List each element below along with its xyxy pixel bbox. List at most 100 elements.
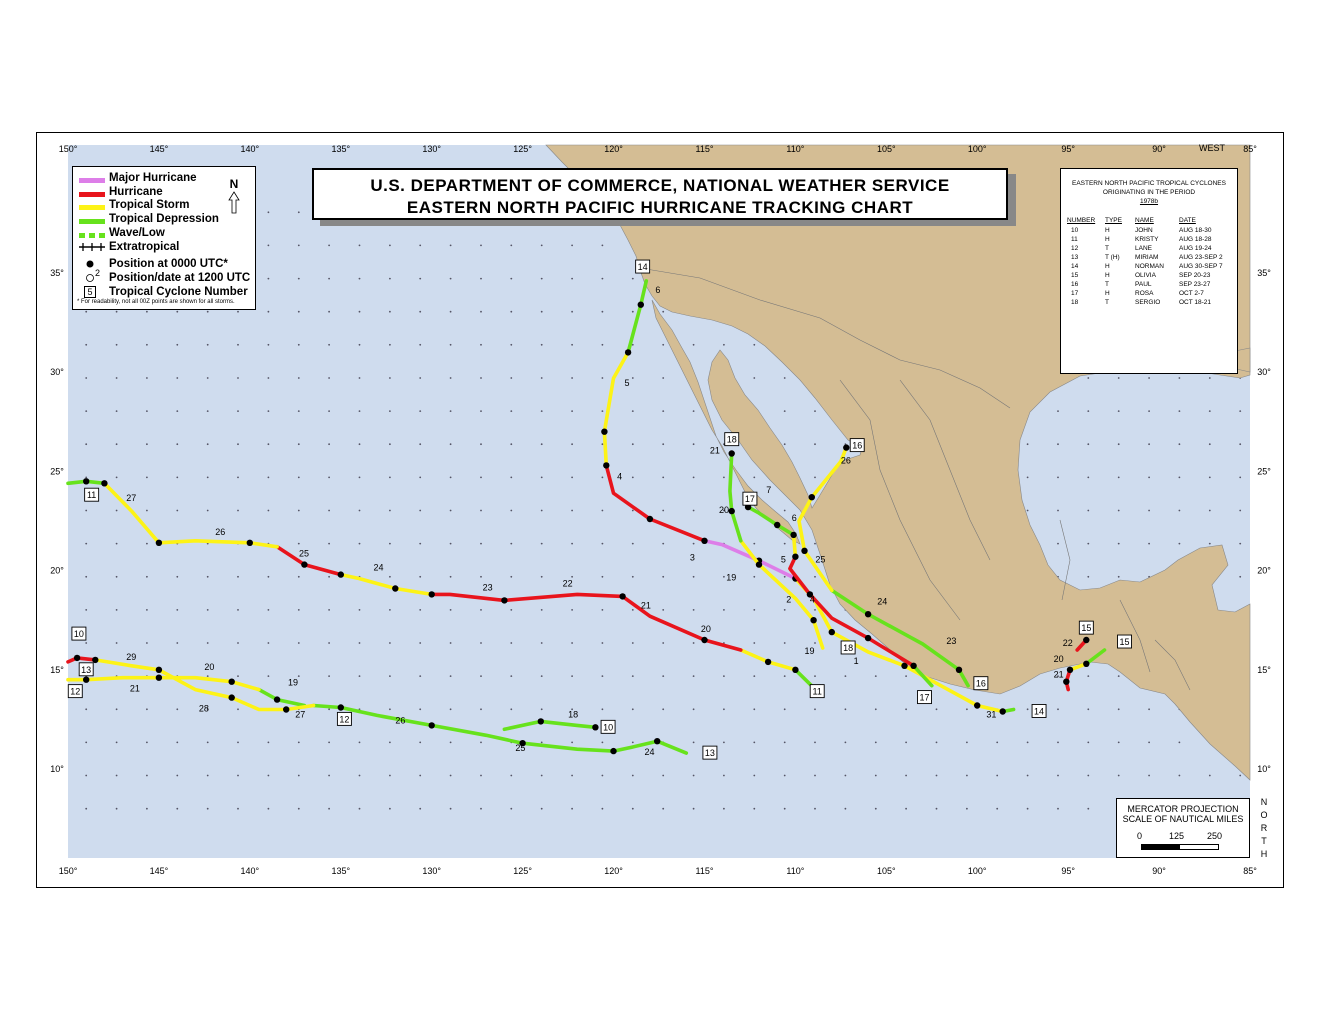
- grid-dot: [1208, 542, 1211, 545]
- grid-dot: [389, 509, 391, 512]
- legend-footnote: * For readability, not all 00Z points ar…: [77, 299, 235, 305]
- grid-dot: [85, 476, 88, 479]
- grid-dot: [480, 675, 482, 677]
- grid-dot: [267, 741, 270, 744]
- storm-14-track-tropical_storm: [602, 350, 630, 468]
- date-label: 21: [641, 600, 651, 610]
- table-cell: KRISTY: [1135, 236, 1159, 243]
- table-row: 18 T SERGIO OCT 18-21: [1067, 299, 1233, 308]
- cyclone-number-sample: 5: [84, 286, 96, 298]
- grid-dot: [571, 708, 573, 711]
- grid-dot: [1148, 443, 1150, 446]
- grid-dot: [206, 377, 209, 379]
- grid-dot: [115, 642, 118, 644]
- grid-dot: [601, 310, 604, 313]
- grid-dot: [1117, 410, 1120, 412]
- position-0000-dot: [501, 597, 508, 604]
- grid-dot: [1087, 774, 1090, 777]
- grid-dot: [480, 542, 482, 545]
- grid-dot: [510, 642, 513, 644]
- date-label: 4: [810, 594, 815, 604]
- scale-bar: [1141, 844, 1219, 850]
- grid-dot: [206, 675, 209, 677]
- position-0000-dot: [101, 480, 108, 487]
- table-cell: SEP 20-23: [1179, 272, 1211, 279]
- grid-dot: [1148, 774, 1150, 777]
- grid-dot: [419, 443, 422, 446]
- grid-dot: [1117, 774, 1120, 777]
- table-cell: 12: [1071, 245, 1079, 252]
- table-cell: AUG 19-24: [1179, 245, 1212, 252]
- position-0000-dot: [808, 494, 815, 501]
- grid-dot: [176, 708, 179, 711]
- scale-box: MERCATOR PROJECTION SCALE OF NAUTICAL MI…: [1116, 798, 1250, 858]
- grid-dot: [723, 575, 725, 578]
- grid-dot: [692, 343, 695, 346]
- grid-dot: [601, 542, 604, 545]
- grid-dot: [1087, 575, 1090, 578]
- position-0000-dot: [974, 702, 981, 709]
- date-label: 23: [946, 636, 956, 646]
- grid-dot: [783, 774, 786, 777]
- position-0000-dot: [843, 444, 850, 451]
- grid-dot: [814, 642, 816, 644]
- cyclone-number-box: [809, 684, 825, 699]
- grid-dot: [389, 244, 391, 247]
- grid-dot: [1208, 774, 1211, 777]
- grid-dot: [1087, 675, 1090, 677]
- right-latitude-label: 10°: [1257, 764, 1271, 774]
- position-0000-dot: [392, 585, 399, 592]
- date-label: 7: [766, 485, 771, 495]
- grid-dot: [874, 807, 877, 810]
- grid-dot: [874, 774, 877, 777]
- north-label-letter: N: [229, 177, 239, 191]
- grid-dot: [389, 708, 391, 711]
- date-label: 4: [617, 471, 622, 481]
- grid-dot: [874, 708, 877, 711]
- grid-dot: [237, 343, 239, 346]
- grid-dot: [631, 708, 634, 711]
- grid-dot: [814, 708, 816, 711]
- cyclone-number-label: 11: [87, 490, 96, 500]
- grid-dot: [783, 443, 786, 446]
- grid-dot: [85, 377, 88, 379]
- grid-dot: [328, 609, 330, 611]
- grid-dot: [237, 642, 239, 644]
- scale-tick-0: 0: [1137, 831, 1143, 841]
- grid-dot: [1239, 575, 1242, 578]
- grid-dot: [662, 807, 665, 810]
- grid-dot: [146, 774, 148, 777]
- legend-tropical-storm: Tropical Storm: [109, 199, 190, 211]
- grid-dot: [601, 377, 604, 379]
- position-0000-dot: [637, 301, 644, 308]
- grid-dot: [1239, 774, 1242, 777]
- cyclone-number-label: 13: [705, 748, 715, 758]
- grid-dot: [328, 476, 330, 479]
- grid-dot: [419, 609, 422, 611]
- bottom-longitude-label: 95°: [1061, 866, 1075, 876]
- grid-dot: [540, 642, 543, 644]
- grid-dot: [85, 542, 88, 545]
- grid-dot: [85, 642, 88, 644]
- grid-dot: [874, 675, 877, 677]
- bottom-longitude-label: 105°: [877, 866, 896, 876]
- grid-dot: [510, 443, 513, 446]
- grid-dot: [389, 343, 391, 346]
- grid-dot: [723, 609, 725, 611]
- grid-dot: [146, 741, 148, 744]
- right-latitude-label: 20°: [1257, 566, 1271, 576]
- position-0000-dot: [273, 696, 281, 703]
- position-0000-dot: [301, 561, 308, 568]
- cyclone-number-box: [67, 684, 83, 699]
- right-latitude-label: 25°: [1257, 466, 1271, 476]
- grid-dot: [115, 310, 118, 313]
- grid-dot: [115, 377, 118, 379]
- grid-dot: [449, 343, 452, 346]
- left-latitude-label: 10°: [50, 764, 64, 774]
- grid-dot: [753, 642, 756, 644]
- cyclone-number-label: 12: [70, 687, 80, 697]
- grid-dot: [267, 410, 270, 412]
- position-0000-dot: [774, 521, 781, 529]
- position-0000-dot: [646, 515, 654, 523]
- top-longitude-label: 95°: [1061, 144, 1075, 154]
